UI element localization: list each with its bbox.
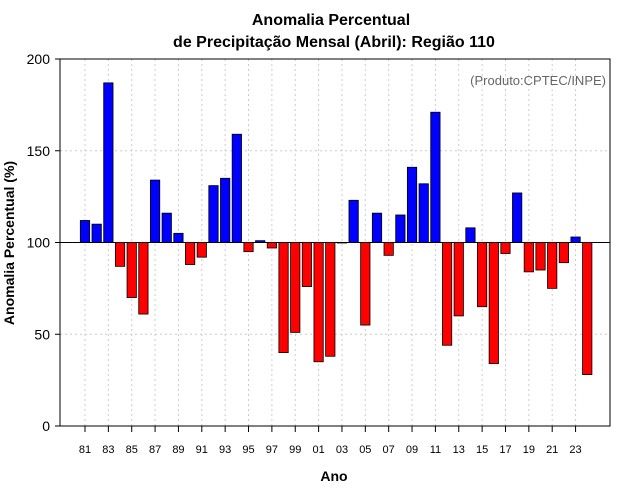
y-tick-label: 200 [27,51,51,67]
bar-1989 [173,232,184,243]
bar-1983 [103,82,114,243]
bar-1992 [208,185,219,243]
bar-2015 [477,242,488,308]
x-tick-label: 87 [149,444,161,456]
chart-title-line2: de Precipitação Mensal (Abril): Região 1… [173,34,495,51]
bar-2005 [360,242,371,326]
x-tick-label: 01 [312,444,324,456]
bar-2018 [512,192,523,243]
bar-2012 [442,242,453,346]
bar-2008 [395,214,406,243]
bar-1997 [266,242,277,249]
bar-1982 [91,223,102,243]
bar-2023 [570,236,581,243]
x-axis-title: Ano [320,468,347,484]
bar-1985 [126,242,137,298]
y-tick-label: 0 [42,418,50,434]
x-tick-label: 85 [126,444,138,456]
bar-1990 [185,242,196,265]
bar-1991 [196,242,207,258]
bar-2007 [383,242,394,256]
bar-2022 [558,242,569,264]
bar-2000 [301,242,312,287]
x-tick-label: 19 [523,444,535,456]
bar-2021 [547,242,558,289]
x-tick-label: 89 [172,444,184,456]
bar-2009 [406,166,418,243]
bar-1998 [278,242,289,353]
x-tick-label: 95 [242,444,254,456]
bar-2019 [523,242,534,273]
x-tick-label: 09 [406,444,418,456]
y-axis-title: Anomalia Percentual (%) [1,161,17,325]
bar-2024 [582,242,593,376]
bar-2014 [465,227,476,243]
bar-2013 [453,242,464,317]
x-tick-label: 21 [546,444,558,456]
x-tick-label: 93 [219,444,231,456]
x-tick-label: 03 [336,444,348,456]
bar-1984 [114,242,126,267]
y-tick-label: 150 [27,143,51,159]
bar-2006 [371,212,383,243]
bar-1986 [138,242,149,315]
bar-1999 [290,242,301,333]
x-tick-label: 81 [79,444,91,456]
x-axis-ticks: 81 83 85 87 89 91 93 95 97 99 01 03 05 07 09 11 13 15 17 19… [79,426,582,456]
x-tick-label: 91 [196,444,208,456]
x-tick-label: 07 [383,444,395,456]
y-tick-label: 100 [27,235,51,251]
bar-1994 [231,133,242,243]
x-tick-label: 83 [102,444,114,456]
y-tick-label: 50 [34,326,50,342]
x-tick-label: 15 [476,444,488,456]
bar-2001 [313,242,324,363]
chart-title-line1: Anomalia Percentual [252,12,410,29]
bar-1981 [79,220,91,243]
x-tick-label: 11 [430,444,441,456]
x-tick-label: 05 [359,444,371,456]
credit-label: (Produto:CPTEC/INPE) [470,73,606,88]
x-tick-label: 13 [453,444,465,456]
bar-1988 [161,212,172,243]
bar-2017 [500,242,511,254]
bar-2016 [488,242,499,365]
x-tick-label: 99 [289,444,301,456]
bar-1995 [243,242,254,253]
y-axis-ticks: 0 50 100 150 200 [27,51,60,434]
bar-2020 [535,242,546,271]
x-tick-label: 17 [499,444,511,456]
bars [79,82,593,376]
bar-2004 [348,199,359,243]
bar-2002 [325,242,336,357]
bar-1993 [220,177,231,243]
bar-2010 [418,183,429,243]
x-tick-label: 97 [266,444,278,456]
x-tick-label: 23 [569,444,581,456]
bar-2011 [430,111,441,243]
bar-1987 [150,179,161,243]
